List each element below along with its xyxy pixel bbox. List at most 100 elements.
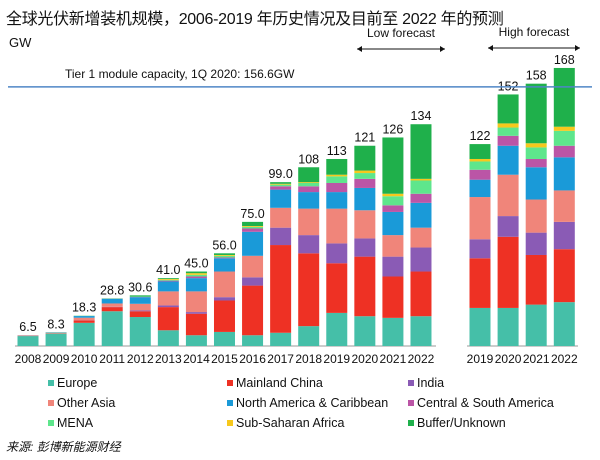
bar-segment-central-south-america: [382, 205, 404, 212]
bar-segment-india: [525, 232, 547, 255]
bar-segment-other-asia: [242, 255, 264, 278]
legend-swatch: [48, 420, 54, 426]
legend-label: Mainland China: [236, 376, 323, 390]
bar-segment-north-america-caribbean: [298, 192, 320, 209]
bar-segment-central-south-america: [157, 280, 179, 282]
bar-segment-buffer-unknown: [382, 137, 404, 194]
bar-segment-other-asia: [101, 303, 123, 307]
bar-segment-europe: [469, 307, 491, 346]
legend-label: Sub-Saharan Africa: [236, 416, 345, 430]
bar-segment-mainland-china: [326, 263, 348, 313]
bar-segment-mena: [185, 274, 207, 277]
legend-swatch: [227, 420, 233, 426]
legend-item: India: [408, 376, 444, 390]
bar-segment-mena: [298, 182, 320, 187]
bar-segment-other-asia: [157, 291, 179, 306]
bar-segment-north-america-caribbean: [382, 211, 404, 236]
bar-segment-central-south-america: [185, 276, 207, 279]
bar-segment-buffer-unknown: [525, 83, 547, 144]
bar-segment-europe: [410, 316, 432, 346]
bar-segment-north-america-caribbean: [497, 145, 519, 175]
bar-segment-india: [298, 235, 320, 254]
bar-segment-buffer-unknown: [354, 145, 376, 171]
bar-segment-north-america-caribbean: [73, 316, 95, 318]
x-tick-label: 2011: [99, 352, 125, 366]
bar-segment-sub-saharan-africa: [157, 278, 179, 280]
bar-segment-north-america-caribbean: [242, 231, 264, 256]
bar-segment-buffer-unknown: [469, 144, 491, 159]
legend-label: MENA: [57, 416, 94, 430]
bar-segment-central-south-america: [354, 178, 376, 188]
total-label: 45.0: [184, 257, 208, 271]
bar-segment-europe: [525, 304, 547, 346]
bar-segment-europe: [354, 316, 376, 346]
bar-segment-india: [382, 256, 404, 277]
bar-segment-buffer-unknown: [242, 221, 264, 227]
bar-segment-mena: [354, 173, 376, 179]
legend-item: MENA: [48, 416, 93, 430]
bar-segment-north-america-caribbean: [525, 167, 547, 200]
bar-segment-sub-saharan-africa: [410, 178, 432, 181]
bar-segment-sub-saharan-africa: [525, 143, 547, 148]
bar-segment-north-america-caribbean: [410, 202, 432, 228]
y-axis-unit: GW: [9, 35, 32, 50]
legend-swatch: [227, 380, 233, 386]
x-tick-label: 2020: [495, 352, 522, 366]
bar-segment-mainland-china: [525, 254, 547, 305]
legend-swatch: [48, 380, 54, 386]
x-tick-label: 2019: [323, 352, 350, 366]
bar-segment-sub-saharan-africa: [270, 183, 292, 185]
bar-segment-india: [469, 239, 491, 259]
legend-item: Sub-Saharan Africa: [227, 416, 344, 430]
bar-segment-other-asia: [185, 291, 207, 313]
bar-segment-mainland-china: [382, 276, 404, 318]
source-note: 来源: 彭博新能源财经: [6, 440, 121, 454]
bar-segment-mena: [242, 226, 264, 229]
bar-segment-mena: [326, 176, 348, 183]
x-tick-label: 2022: [408, 352, 435, 366]
bar-segment-sub-saharan-africa: [469, 158, 491, 162]
bar-segment-other-asia: [553, 190, 575, 222]
bar-segment-north-america-caribbean: [213, 258, 235, 272]
legend-swatch: [408, 400, 414, 406]
bar-segment-buffer-unknown: [270, 182, 292, 184]
bar-segment-mainland-china: [354, 256, 376, 317]
bar-segment-mena: [410, 180, 432, 194]
legend-label: India: [417, 376, 445, 390]
bar-segment-buffer-unknown: [497, 94, 519, 124]
bar-segment-north-america-caribbean: [129, 297, 151, 304]
bar-segment-sub-saharan-africa: [354, 170, 376, 174]
total-label: 134: [411, 109, 432, 123]
total-label: 30.6: [128, 280, 152, 294]
total-label: 121: [354, 131, 375, 145]
bar-segment-mena: [497, 127, 519, 136]
bar-segment-europe: [73, 322, 95, 346]
bar-segment-mena: [525, 147, 547, 159]
bar-segment-mena: [382, 196, 404, 206]
bar-segment-central-south-america: [242, 228, 264, 232]
bar-segment-india: [242, 277, 264, 286]
bar-segment-india: [185, 312, 207, 314]
bar-segment-mainland-china: [73, 320, 95, 323]
bar-segment-other-asia: [525, 199, 547, 233]
legend-label: Central & South America: [417, 396, 554, 410]
bar-segment-central-south-america: [298, 186, 320, 193]
bar-segment-india: [213, 297, 235, 301]
bar-segment-other-asia: [129, 303, 151, 311]
total-label: 158: [526, 69, 547, 83]
total-label: 126: [382, 122, 403, 136]
bar-segment-north-america-caribbean: [270, 189, 292, 208]
x-tick-label: 2016: [239, 352, 266, 366]
total-label: 168: [554, 53, 575, 67]
legend-item: Mainland China: [227, 376, 323, 390]
bar-segment-sub-saharan-africa: [185, 273, 207, 275]
bar-segment-other-asia: [298, 208, 320, 236]
x-tick-label: 2015: [211, 352, 238, 366]
bar-segment-north-america-caribbean: [157, 281, 179, 292]
bar-segment-mainland-china: [185, 313, 207, 336]
x-tick-label: 2020: [351, 352, 378, 366]
bar-segment-buffer-unknown: [326, 158, 348, 175]
legend-item: North America & Caribbean: [227, 396, 388, 410]
bar-segment-mainland-china: [410, 271, 432, 317]
total-label: 8.3: [47, 317, 64, 331]
